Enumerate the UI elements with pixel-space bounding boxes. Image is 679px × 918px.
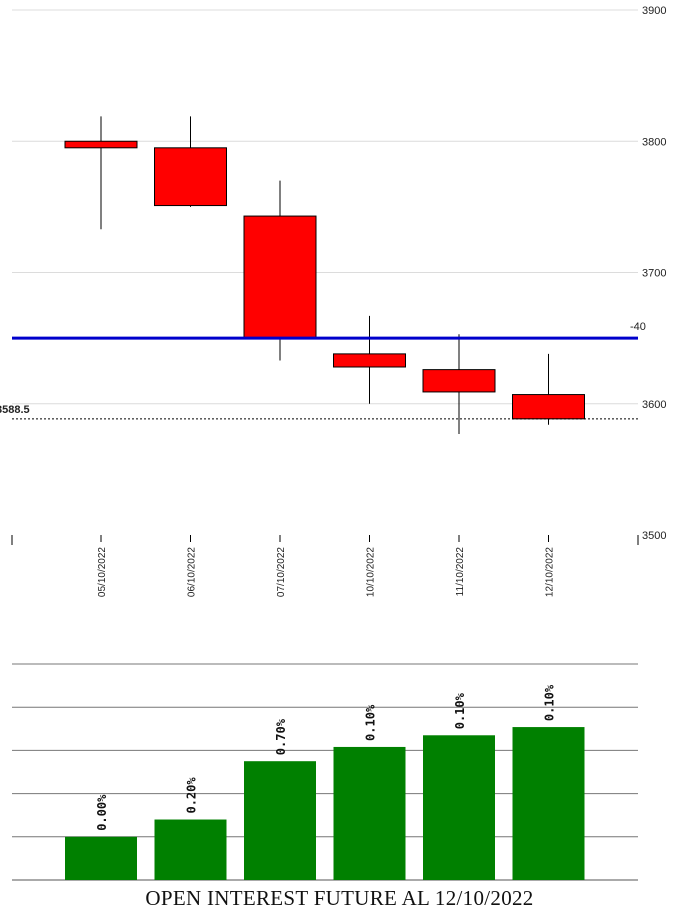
oi-data-label: 0.00% <box>95 794 109 831</box>
date-tick-label: 07/10/2022 <box>276 547 287 597</box>
oi-data-label: 0.10% <box>364 704 378 741</box>
oi-bar <box>512 727 585 880</box>
date-tick-label: 12/10/2022 <box>545 547 556 597</box>
candle-body <box>154 147 227 207</box>
date-tick-label: 11/10/2022 <box>455 547 466 597</box>
reference-line-group: -40 <box>12 321 646 340</box>
price-tick-label: 3800 <box>642 136 666 148</box>
last-price-group: 3588.5 <box>0 404 638 420</box>
date-axis: 05/10/2022 06/10/2022 07/10/2022 10/10/2022… <box>11 535 639 597</box>
candle-body <box>64 140 138 149</box>
candles <box>64 116 585 434</box>
date-tick-label: 10/10/2022 <box>366 547 377 597</box>
oi-bar <box>154 819 227 880</box>
oi-bar <box>244 761 316 880</box>
candle-body <box>333 353 406 368</box>
oi-bars <box>65 727 585 880</box>
price-tick-label: 3700 <box>642 268 666 280</box>
oi-data-label: 0.10% <box>453 692 467 729</box>
price-gridlines <box>12 9 638 405</box>
price-tick-label: 3600 <box>642 399 666 411</box>
last-price-label: 3588.5 <box>0 404 30 416</box>
candlestick-chart: 3500 3600 3700 3800 3900 -40 3588.5 05/10/20… <box>0 5 666 597</box>
price-tick-label: 3500 <box>642 530 666 542</box>
candle-body <box>243 215 317 339</box>
oi-data-label: 0.20% <box>185 777 199 814</box>
date-tick-label: 05/10/2022 <box>97 547 108 597</box>
chart-title: OPEN INTEREST FUTURE AL 12/10/2022 <box>145 886 534 910</box>
candle-body <box>512 394 585 420</box>
date-tick-label: 06/10/2022 <box>187 547 198 597</box>
oi-bar <box>423 735 495 880</box>
price-axis: 3500 3600 3700 3800 3900 <box>642 5 666 542</box>
reference-line-label: -40 <box>630 321 646 333</box>
candle-body <box>422 369 496 393</box>
oi-bar <box>333 746 406 880</box>
open-interest-bar-chart: 0.00% 0.20% 0.70% 0.10% 0.10% 0.10% <box>12 663 638 881</box>
oi-data-label: 0.10% <box>543 684 557 721</box>
oi-bar <box>65 836 137 880</box>
oi-data-label: 0.70% <box>274 718 288 755</box>
oi-data-labels: 0.00% 0.20% 0.70% 0.10% 0.10% 0.10% <box>95 684 557 831</box>
price-tick-label: 3900 <box>642 5 666 17</box>
